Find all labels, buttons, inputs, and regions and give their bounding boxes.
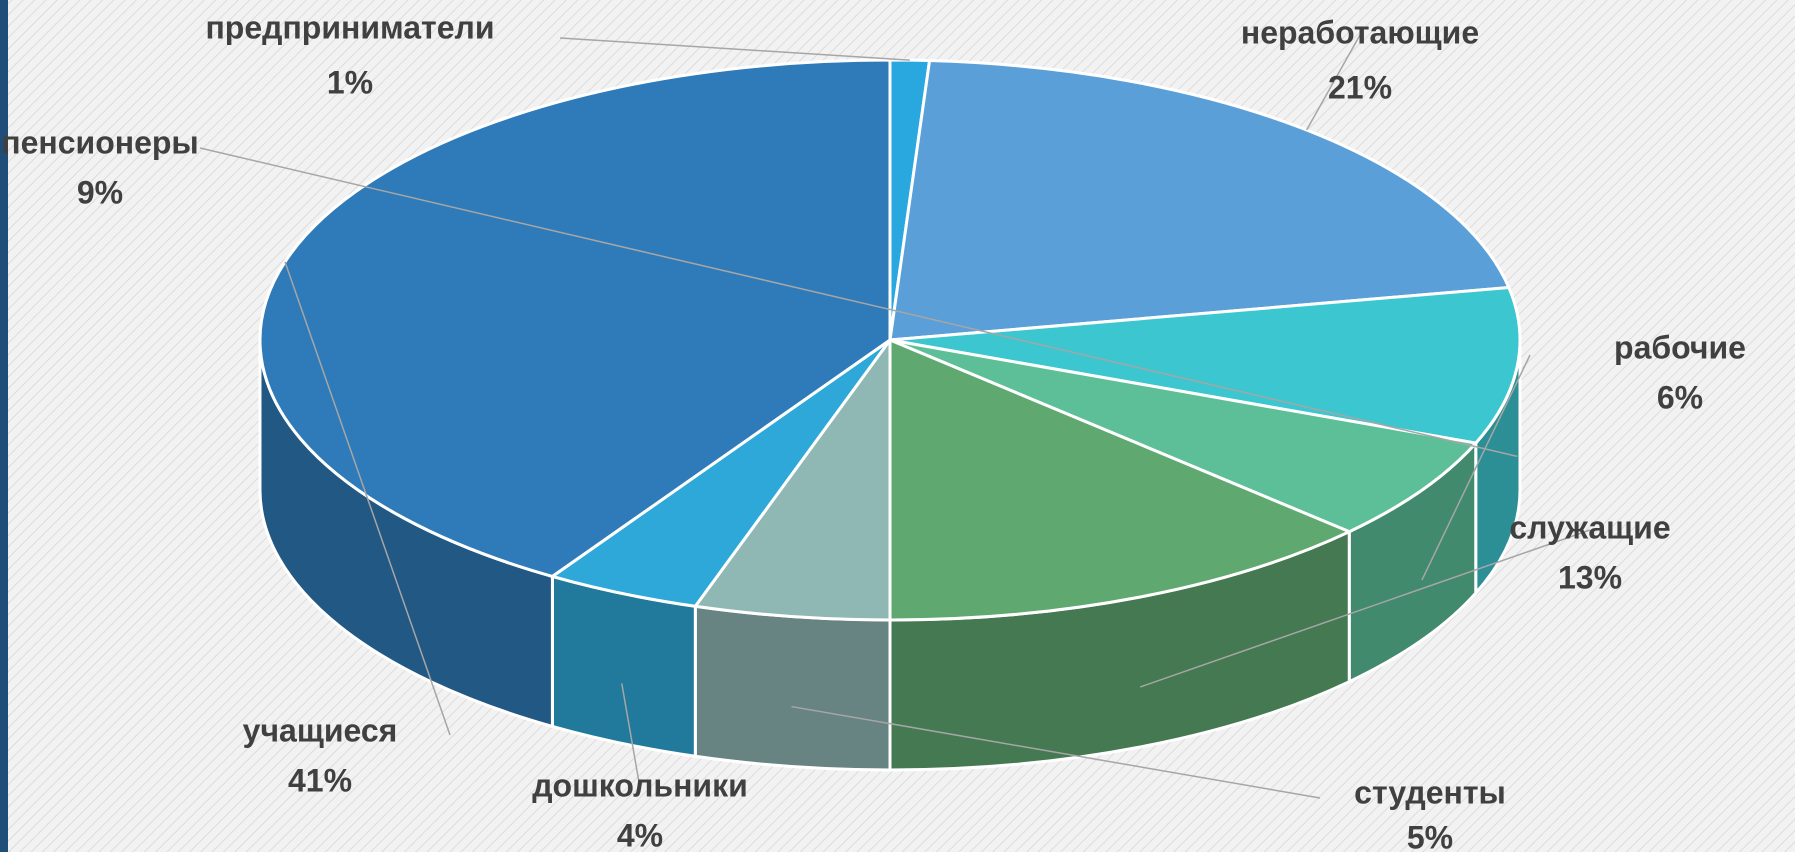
slice [692,335,892,622]
category-label: предприниматели [205,9,494,45]
value-label: 5% [1407,819,1453,852]
category-label: учащиеся [243,712,398,748]
value-label: 41% [288,762,352,798]
side-strip [0,0,8,852]
value-label: 21% [1328,69,1392,105]
slice-side [693,604,892,772]
category-label: неработающие [1241,14,1479,50]
category-label: рабочие [1614,329,1746,365]
leader-line [621,683,641,789]
slice [889,338,1479,534]
slice [888,337,1353,622]
leader-line [1305,34,1361,131]
slice [258,58,892,579]
value-label: 9% [77,174,123,210]
leader-line [559,37,910,61]
leader-line [1139,529,1591,688]
category-label: пенсионеры [1,124,198,160]
category-label: дошкольники [532,767,748,803]
value-label: 13% [1558,559,1622,595]
leader-line [1421,354,1531,581]
value-label: 6% [1657,379,1703,415]
category-label: студенты [1354,774,1506,810]
category-label: служащие [1509,509,1670,545]
slice [889,285,1522,445]
leader-line [791,705,1321,799]
leader-line [199,147,1518,458]
value-label: 4% [617,817,663,852]
value-label: 1% [327,64,373,100]
slice [888,59,1512,342]
leader-line [284,261,451,736]
